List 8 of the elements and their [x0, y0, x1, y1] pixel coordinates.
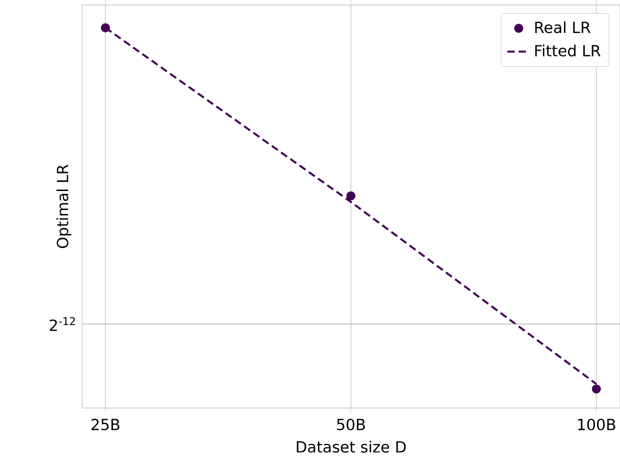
y-axis-title: Optimal LR — [56, 164, 72, 248]
legend-label: Real LR — [535, 21, 590, 34]
x-axis-title: Dataset size D — [296, 440, 406, 453]
x-tick-label: 50B — [337, 418, 365, 430]
legend-label: Fitted LR — [535, 44, 601, 56]
x-tick-label: 100B — [578, 418, 616, 430]
text: 2$^{-12}$ — [50, 317, 75, 331]
x-tick-label: 25B — [92, 418, 120, 430]
